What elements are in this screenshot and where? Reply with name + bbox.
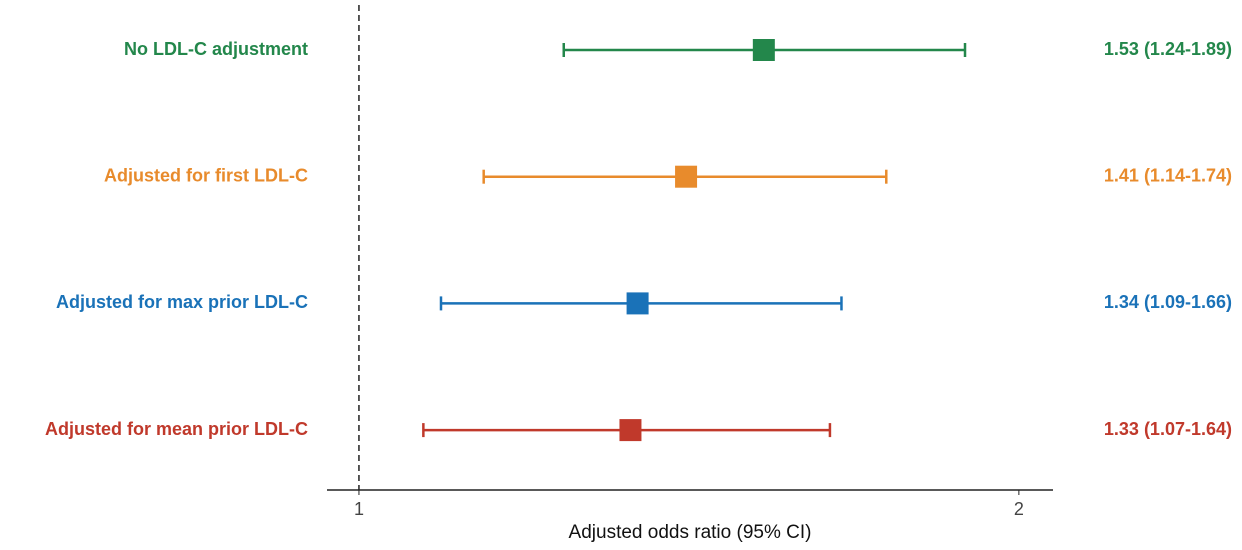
point-estimate xyxy=(752,39,775,61)
value-label: 1.41 (1.14-1.74) xyxy=(1104,165,1232,185)
row-label: Adjusted for first LDL-C xyxy=(104,165,308,185)
point-estimate xyxy=(619,419,642,442)
value-label: 1.33 (1.07-1.64) xyxy=(1104,419,1232,439)
value-label: 1.53 (1.24-1.89) xyxy=(1104,39,1232,59)
x-tick-label: 2 xyxy=(1014,499,1024,519)
row-label: Adjusted for max prior LDL-C xyxy=(56,292,308,312)
point-estimate xyxy=(675,165,698,188)
x-tick-label: 1 xyxy=(354,499,364,519)
row-label: No LDL-C adjustment xyxy=(124,39,308,59)
x-axis-label: Adjusted odds ratio (95% CI) xyxy=(569,522,812,543)
value-label: 1.34 (1.09-1.66) xyxy=(1104,292,1232,312)
row-label: Adjusted for mean prior LDL-C xyxy=(45,419,308,439)
point-estimate xyxy=(626,292,649,315)
